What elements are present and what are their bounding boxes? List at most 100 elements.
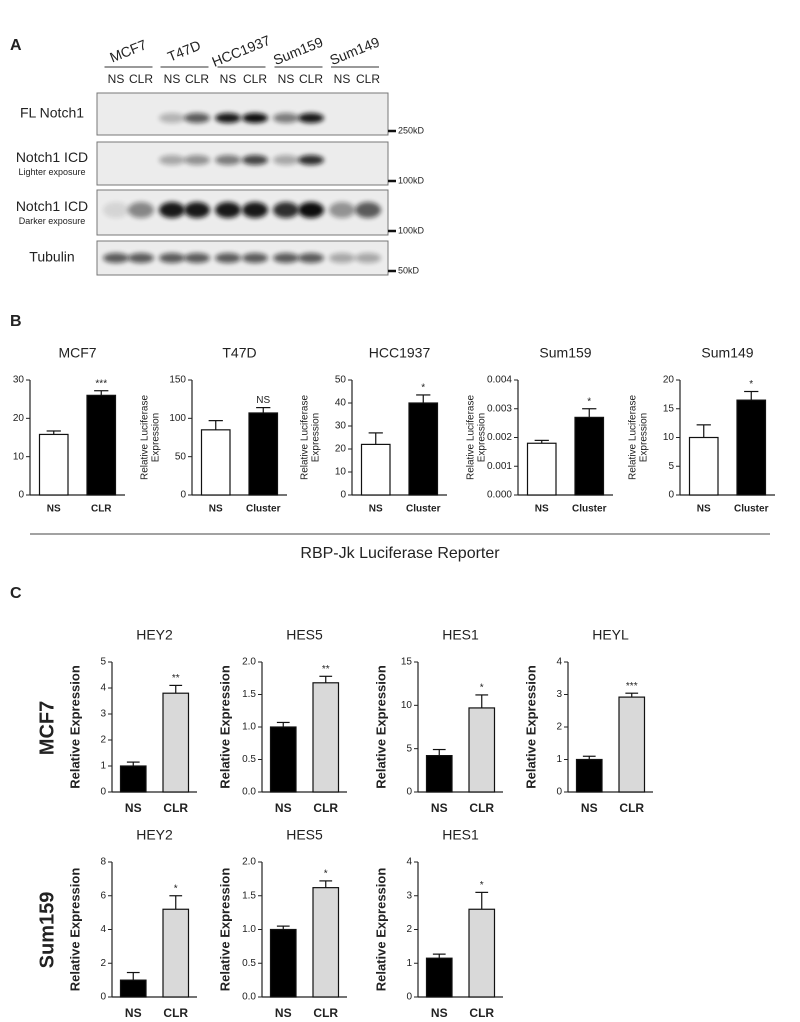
blot-sublabel: Lighter exposure	[18, 167, 85, 177]
y-tick-label: 2	[100, 958, 106, 969]
y-tick-label: 0.5	[242, 958, 256, 969]
bar	[269, 928, 297, 998]
blot-sublabel: Darker exposure	[19, 216, 86, 226]
band	[242, 155, 268, 165]
chart-title: HCC1937	[369, 345, 431, 361]
y-tick-label: 5	[100, 657, 106, 668]
y-axis-label: Relative Luciferase	[140, 395, 151, 480]
y-axis-label: Relative Expression	[217, 868, 232, 992]
y-tick-label: 2	[100, 735, 106, 746]
band	[159, 155, 185, 165]
y-tick-label: 0.000	[487, 490, 512, 501]
panel-label: C	[10, 585, 22, 602]
significance: NS	[256, 395, 270, 406]
panel-label: A	[10, 37, 22, 54]
y-tick-label: 2	[406, 924, 412, 935]
band	[215, 155, 241, 165]
y-tick-label: 3	[406, 890, 412, 901]
y-tick-label: 0	[100, 992, 106, 1003]
bar	[574, 416, 605, 496]
y-tick-label: 4	[100, 924, 106, 935]
y-axis-label: Relative Expression	[217, 665, 232, 789]
y-tick-label: 10	[401, 700, 413, 711]
y-tick-label: 3	[100, 709, 106, 720]
y-tick-label: 1	[100, 761, 106, 772]
chart-title: HEY2	[136, 627, 173, 643]
y-tick-label: 20	[335, 444, 347, 455]
lane-label: CLR	[185, 72, 209, 86]
x-tick-label: CLR	[469, 1006, 494, 1020]
y-tick-label: 30	[335, 421, 347, 432]
y-axis-label: Relative Expression	[67, 868, 82, 992]
x-tick-label: Cluster	[734, 504, 769, 515]
y-tick-label: 0	[100, 787, 106, 798]
y-tick-label: 150	[169, 375, 186, 386]
chart-title: Sum149	[701, 345, 753, 361]
bar	[408, 402, 439, 496]
cell-line-label: HCC1937	[210, 32, 273, 70]
x-tick-label: CLR	[91, 504, 112, 515]
band	[215, 253, 241, 263]
band	[184, 113, 210, 123]
y-tick-label: 0	[406, 787, 412, 798]
band	[242, 253, 268, 263]
y-tick-label: 0	[180, 490, 186, 501]
x-tick-label: NS	[47, 504, 61, 515]
lane-label: NS	[164, 72, 181, 86]
y-tick-label: 10	[335, 467, 347, 478]
significance: *	[587, 396, 591, 407]
significance: *	[480, 683, 484, 694]
band	[215, 202, 241, 218]
y-tick-label: 1.0	[242, 722, 256, 733]
x-tick-label: NS	[275, 1006, 292, 1020]
significance: *	[324, 869, 328, 880]
row-label: Sum159	[36, 892, 58, 969]
y-tick-label: 10	[663, 432, 675, 443]
y-tick-label: 20	[663, 375, 675, 386]
band	[273, 113, 299, 123]
y-tick-label: 15	[663, 403, 675, 414]
band	[128, 253, 154, 263]
lane-label: NS	[334, 72, 351, 86]
band	[184, 155, 210, 165]
row-label: MCF7	[36, 701, 58, 755]
lane-label: NS	[220, 72, 237, 86]
lane-label: CLR	[129, 72, 153, 86]
x-tick-label: NS	[535, 504, 549, 515]
chart-title: HEY2	[136, 827, 173, 843]
bar	[688, 436, 719, 496]
cell-line-label: Sum149	[327, 34, 382, 68]
x-tick-label: CLR	[163, 1006, 188, 1020]
x-tick-label: NS	[581, 801, 598, 815]
y-tick-label: 1.5	[242, 689, 256, 700]
x-tick-label: CLR	[163, 801, 188, 815]
chart-title: HEYL	[592, 627, 629, 643]
bar	[736, 399, 767, 496]
chart-title: Sum159	[539, 345, 591, 361]
significance: *	[749, 379, 753, 390]
footer: RBP-Jk Luciferase Reporter	[300, 545, 500, 562]
band	[273, 155, 299, 165]
y-axis-label: Relative Expression	[373, 665, 388, 789]
band	[273, 202, 299, 218]
y-tick-label: 0.0	[242, 787, 256, 798]
x-tick-label: CLR	[313, 1006, 338, 1020]
chart-title: T47D	[222, 345, 256, 361]
y-tick-label: 40	[335, 398, 347, 409]
bar	[162, 692, 190, 793]
y-tick-label: 6	[100, 890, 106, 901]
significance: **	[172, 673, 180, 684]
y-tick-label: 0.004	[487, 375, 512, 386]
band	[242, 113, 268, 123]
bar	[425, 754, 453, 793]
lane-label: CLR	[243, 72, 267, 86]
band	[298, 253, 324, 263]
significance: ***	[95, 378, 107, 389]
bar	[312, 887, 340, 998]
band	[184, 202, 210, 218]
lane-label: NS	[108, 72, 125, 86]
chart-title: MCF7	[58, 345, 96, 361]
band	[329, 253, 355, 263]
marker-label: 50kD	[398, 265, 420, 275]
